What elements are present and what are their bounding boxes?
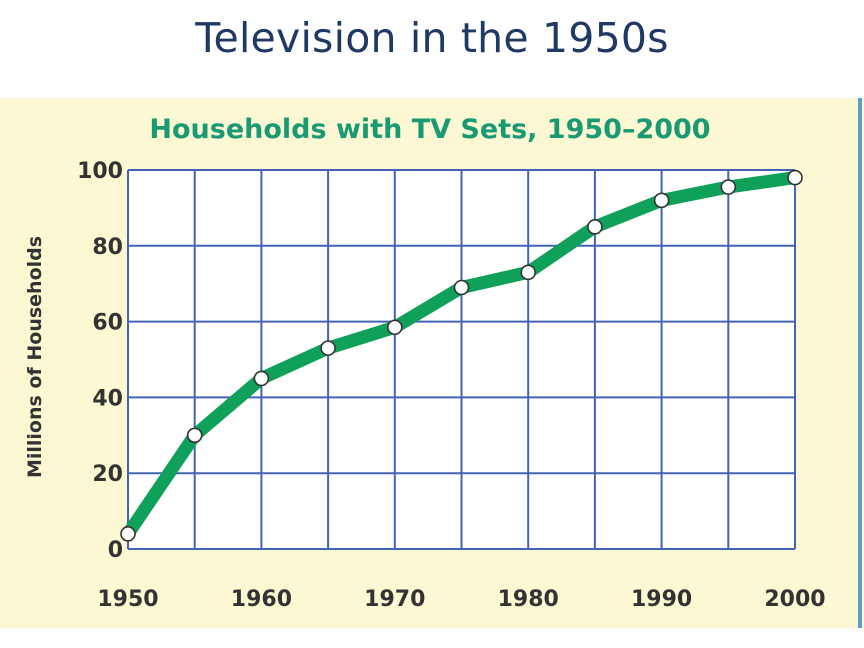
- y-tick-label: 60: [92, 311, 123, 336]
- data-point: [787, 169, 803, 186]
- panel-edge: [858, 98, 862, 628]
- y-axis-label: Millions of Households: [24, 236, 46, 478]
- x-tick-label: 1990: [631, 587, 692, 612]
- chart-title: Households with TV Sets, 1950–2000: [149, 114, 710, 145]
- data-point: [320, 340, 336, 356]
- data-point: [120, 526, 136, 542]
- data-point: [386, 319, 403, 336]
- y-tick-label: 40: [92, 386, 123, 411]
- grid: [127, 169, 796, 550]
- x-tick-label: 1950: [97, 587, 158, 612]
- data-point: [453, 279, 470, 296]
- x-tick-label: 1980: [498, 587, 559, 612]
- tick-labels: 0 20 40 60 80 100 1950 1960 1970 1980 1990 2000: [77, 159, 826, 612]
- data-point: [587, 219, 603, 235]
- slide-title: Television in the 1950s: [195, 14, 669, 62]
- y-tick-label: 0: [108, 538, 123, 563]
- data-point: [253, 370, 270, 387]
- y-tick-label: 100: [77, 159, 123, 184]
- data-point: [186, 427, 203, 444]
- data-point: [720, 179, 737, 195]
- data-points: [120, 169, 803, 542]
- data-point: [653, 192, 670, 209]
- data-point: [520, 264, 537, 281]
- x-tick-label: 1960: [231, 587, 292, 612]
- x-tick-label: 1970: [364, 587, 425, 612]
- y-tick-label: 80: [92, 235, 123, 260]
- y-tick-label: 20: [92, 462, 123, 487]
- x-tick-label: 2000: [764, 587, 825, 612]
